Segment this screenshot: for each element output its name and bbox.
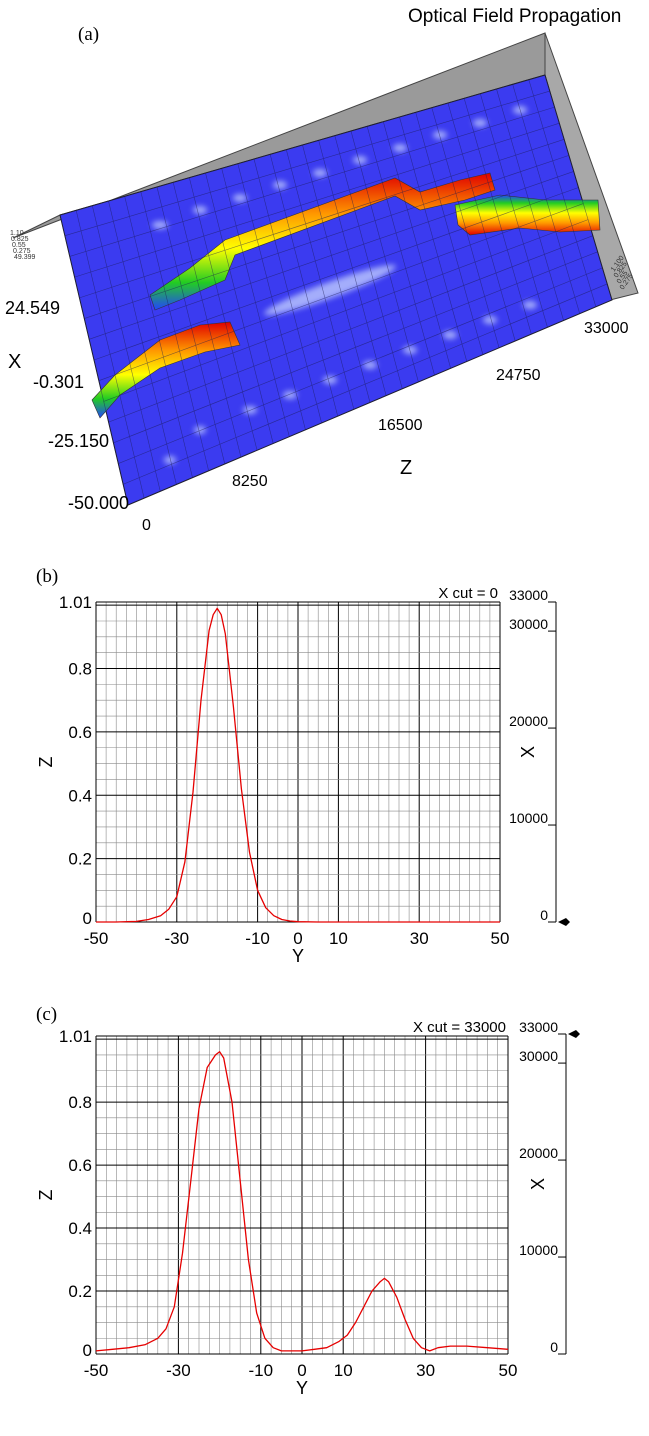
y-tick-label: 0.2 [68,1282,92,1301]
x-position-slider-handle[interactable] [568,1030,580,1038]
surface-grid-line [127,299,613,506]
right-axis-tick-label: 30000 [509,616,548,632]
x-tick-label: 30 [416,1361,435,1380]
right-axis-tick-label: 30000 [519,1048,558,1064]
surface-grid-line [118,267,603,464]
y-tick-label: 1.01 [59,593,92,612]
surface-grid-line [98,203,584,381]
right-axis-tick-label: 20000 [509,713,548,729]
y-tick-label: 0 [83,1341,92,1360]
y-tick-label: 0.2 [68,850,92,869]
x-tick-label: -10 [249,1361,274,1380]
y-tick-label: 0.6 [68,723,92,742]
x-tick-label: -50 [84,929,109,948]
right-axis-tick-label: 0 [550,1339,558,1355]
x-tick-label: -50 [84,1361,109,1380]
y-axis-label: Z [36,1190,56,1201]
right-axis-label: X [528,1178,548,1190]
x-position-slider-handle[interactable] [558,918,570,926]
x-tick-label: -10 [245,929,270,948]
surface-grid-line [89,171,574,340]
panel-c-label: (c) [36,1004,58,1025]
right-axis-tick-label: 0 [540,907,548,923]
x-tick-0: 24.549 [5,298,60,318]
surface-grid-line [69,106,555,257]
surface-grid-line [108,235,593,423]
x-tick-label: 50 [491,929,510,948]
x-tick-label: 30 [410,929,429,948]
upper-small-tick: 0.275 [13,248,31,255]
right-axis-tick-label: 33000 [519,1019,558,1035]
right-axis-tick-label: 10000 [519,1242,558,1258]
x-tick-label: 0 [293,929,302,948]
surface-grid [59,74,613,506]
x-tick-label: 50 [499,1361,518,1380]
z-tick-1: 8250 [232,473,268,490]
y-tick-label: 0.8 [68,660,92,679]
y-tick-label: 0 [83,909,92,928]
z-tick-0: 0 [142,517,151,530]
x-tick-label: 0 [297,1361,306,1380]
x-axis-label: Y [292,946,304,966]
y-tick-label: 0.4 [68,1219,92,1238]
x-tick-label: 10 [329,929,348,948]
surface-grid-line [74,122,560,278]
x-axis-label: Y [296,1378,308,1398]
x-tick-label: -30 [165,929,190,948]
panel-a-label: (a) [78,24,100,45]
chart-b: 0 0.2 0.4 0.6 0.8 1.01 -50 -30 -10 0 10 30 50 Y Z X cut… [36,585,570,966]
y-tick-label: 0.6 [68,1156,92,1175]
panel-a-x-label: X [8,351,21,373]
chart-c: 0 0.2 0.4 0.6 0.8 1.01 -50 -30 -10 0 10 30 50 Y Z X cut… [36,1019,580,1398]
z-tick-3: 24750 [496,367,541,384]
upper-small-tick: 1.10 [10,230,24,237]
x-tick-2: -25.150 [48,431,109,451]
y-tick-label: 0.8 [68,1093,92,1112]
x-tick-label: -30 [166,1361,191,1380]
z-tick-4: 33000 [584,320,629,337]
surface-grid-line [103,219,589,402]
field-profile-line [95,1051,509,1352]
field-ridges [91,172,601,419]
surface-speckles [152,106,537,464]
panel-a-z-label: Z [400,457,412,479]
x-cut-annotation: X cut = 33000 [413,1019,506,1036]
upper-small-tick: 49.399 [14,254,36,261]
right-axis-label: X [518,746,538,758]
upper-small-tick: 0.55 [12,242,26,249]
surface-grid-line [84,155,570,319]
x-tick-label: 10 [334,1361,353,1380]
right-axis-tick-label: 33000 [509,587,548,603]
z-tick-2: 16500 [378,417,423,434]
panel-b-label: (b) [36,566,59,587]
field-profile-line [96,607,500,923]
panel-a-title: Optical Field Propagation [408,6,622,27]
right-axis-tick-label: 20000 [519,1145,558,1161]
surface-grid-line [123,283,608,485]
x-tick-3: -50.000 [68,493,129,513]
surface-grid-line [59,74,546,216]
surface-grid-line [113,251,598,444]
upper-small-tick: 0.825 [11,236,29,243]
y-tick-label: 0.4 [68,786,92,805]
right-axis-tick-label: 10000 [509,810,548,826]
x-tick-1: -0.301 [33,372,84,392]
surface-grid-line [79,139,565,299]
surface-grid-line [93,187,579,361]
y-tick-label: 1.01 [59,1027,92,1046]
surface-grid-line [64,90,550,237]
x-cut-annotation: X cut = 0 [438,585,498,602]
y-axis-label: Z [36,757,56,768]
